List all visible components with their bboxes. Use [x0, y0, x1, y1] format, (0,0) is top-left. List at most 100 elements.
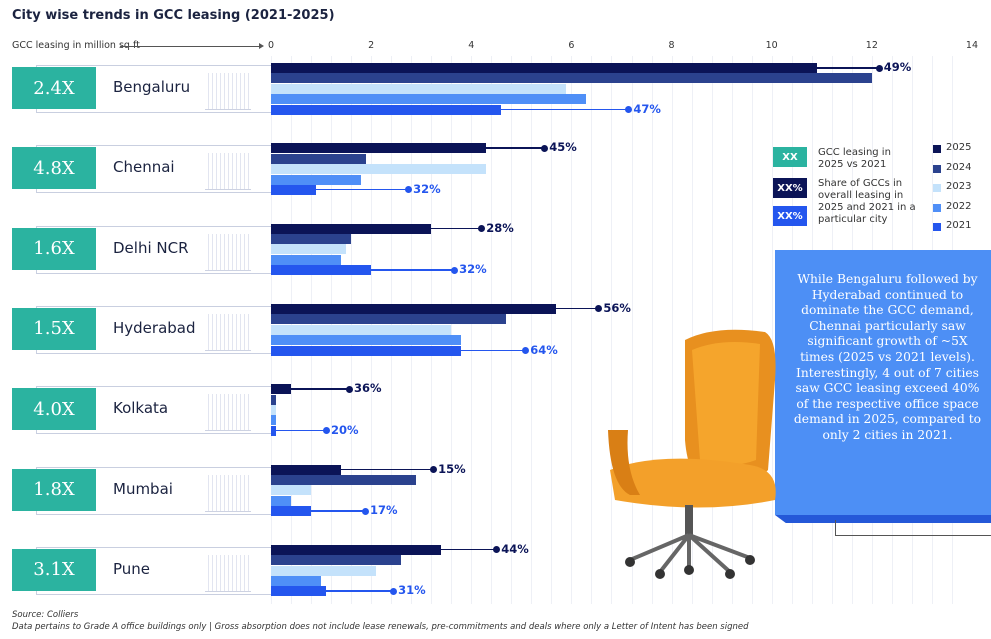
gridline	[651, 56, 653, 604]
multiplier-badge: 4.0X	[12, 388, 96, 431]
share-line-2021	[461, 349, 526, 351]
x-tick-label: 2	[368, 40, 375, 51]
city-landmark-icon	[205, 153, 251, 191]
share-dot-2025	[430, 466, 438, 473]
share-line-2021	[276, 429, 326, 432]
share-dot-2021	[405, 186, 413, 194]
bar-2022	[271, 576, 322, 586]
legend-swatch-2024	[933, 164, 941, 173]
share-label-2021: 64%	[530, 342, 558, 357]
share-line-2025	[816, 67, 879, 69]
share-label-2021: 17%	[370, 503, 398, 518]
x-tick-label: 12	[865, 40, 878, 51]
gridline	[491, 56, 493, 604]
callout-text: While Bengaluru followed by Hyderabad co…	[793, 272, 982, 442]
share-line-2021	[501, 108, 629, 111]
legend-label-2024: 2024	[946, 161, 972, 173]
share-label-2025: 28%	[486, 220, 514, 235]
multiplier-badge: 3.1X	[12, 548, 96, 591]
legend-swatch-2023	[933, 184, 941, 192]
share-line-2025	[486, 147, 545, 149]
share-dot-2025	[541, 144, 549, 152]
city-landmark-icon	[205, 233, 251, 271]
legend-share-2025-swatch: XX%	[773, 178, 807, 198]
share-label-2025: 36%	[354, 381, 382, 396]
city-landmark-icon	[205, 73, 251, 110]
callout-connector	[835, 520, 836, 536]
bar-2024	[271, 555, 402, 566]
bar-2025	[271, 464, 342, 475]
share-line-2025	[341, 468, 434, 470]
chart-title: City wise trends in GCC leasing (2021-20…	[12, 8, 335, 23]
bar-2024	[271, 474, 417, 485]
share-line-2025	[556, 307, 599, 310]
bar-2025	[271, 303, 557, 314]
x-tick-label: 0	[267, 40, 275, 51]
gridline	[771, 56, 773, 604]
legend-multiplier-swatch: XX	[773, 147, 807, 167]
legend-swatch-2025	[933, 145, 941, 153]
bar-2022	[271, 174, 362, 185]
legend-multiplier-text: GCC leasing in 2025 vs 2021	[818, 147, 891, 170]
share-line-2025	[291, 388, 350, 390]
share-dot-2021	[522, 347, 530, 354]
bar-2021	[271, 345, 462, 356]
gridline	[711, 56, 713, 604]
city-landmark-icon	[205, 394, 251, 432]
legend-label-2021: 2021	[946, 220, 972, 231]
bar-2024	[271, 234, 352, 244]
bar-2025	[271, 143, 487, 154]
legend-swatch-2021	[933, 223, 941, 231]
city-name: Pune	[113, 559, 151, 578]
gridline	[571, 56, 573, 604]
bar-2023	[271, 565, 377, 576]
multiplier-badge: 1.5X	[12, 307, 96, 350]
gridline	[691, 56, 693, 604]
x-axis-label: GCC leasing in million sq ft	[12, 40, 140, 51]
bar-2021	[271, 425, 276, 436]
multiplier-badge: 1.6X	[12, 227, 96, 270]
x-tick-label: 4	[468, 40, 475, 51]
city-name: Delhi NCR	[113, 238, 189, 257]
bar-2022	[271, 335, 462, 346]
share-line-2025	[441, 548, 497, 551]
legend-label-2022: 2022	[946, 200, 972, 212]
gridline	[471, 56, 473, 604]
bar-2021	[271, 265, 372, 276]
callout-shadow	[775, 515, 991, 523]
share-dot-2025	[346, 385, 354, 393]
bar-2023	[271, 164, 487, 175]
share-label-2025: 56%	[603, 300, 631, 315]
bar-2021	[271, 586, 327, 597]
gridline	[611, 56, 613, 604]
bar-2024	[271, 314, 507, 325]
share-line-2021	[371, 269, 455, 271]
share-line-2021	[311, 510, 366, 512]
x-tick-label: 14	[965, 40, 979, 51]
share-label-2021: 32%	[459, 262, 487, 277]
axis-arrow-icon	[120, 43, 264, 49]
city-name: Hyderabad	[113, 318, 196, 337]
gridline	[551, 56, 553, 604]
bar-2021	[271, 104, 502, 115]
share-dot-2025	[595, 305, 603, 313]
bar-2025	[271, 223, 432, 234]
multiplier-badge: 1.8X	[12, 468, 96, 511]
city-landmark-icon	[205, 554, 251, 592]
share-dot-2021	[362, 507, 370, 515]
gridline	[451, 56, 453, 604]
city-name: Kolkata	[113, 399, 169, 418]
share-dot-2025	[478, 225, 486, 233]
share-dot-2021	[625, 106, 633, 114]
bar-2023	[271, 244, 347, 255]
share-label-2025: 45%	[549, 140, 577, 155]
data-note: Data pertains to Grade A office building…	[12, 622, 749, 632]
city-landmark-icon	[205, 474, 251, 512]
legend-share-2021-swatch: XX%	[773, 206, 807, 226]
bar-2025	[271, 63, 817, 73]
gridline	[631, 56, 633, 604]
share-label-2021: 31%	[398, 583, 426, 598]
bar-2025	[271, 384, 292, 395]
gridline	[751, 56, 753, 604]
